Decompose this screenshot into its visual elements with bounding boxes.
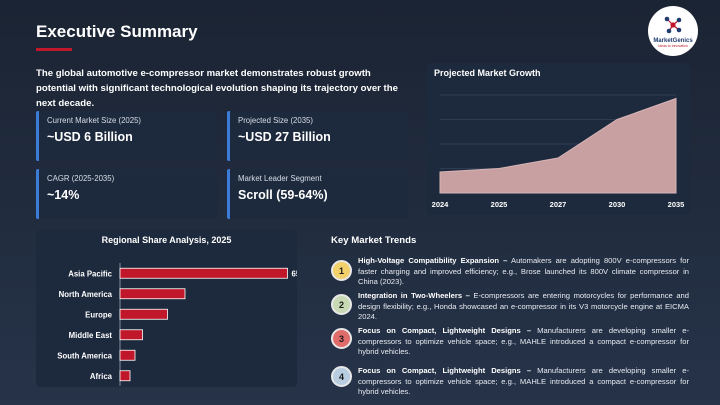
- region-bar: [119, 329, 143, 341]
- category-label: Africa: [90, 372, 113, 381]
- growth-area-series: [439, 97, 677, 194]
- metric-value: ~USD 6 Billion: [47, 130, 133, 144]
- x-tick-label: 2024: [432, 200, 450, 209]
- trend-text: Focus on Compact, Lightweight Designs – …: [358, 366, 689, 398]
- metric-value: Scroll (59-64%): [238, 188, 328, 202]
- trend-body: Manufacturers are developing smaller e-c…: [358, 326, 689, 357]
- trend-heading: Focus on Compact, Lightweight Designs –: [358, 326, 532, 335]
- metric-card-projected-size: Projected Size (2035) ~USD 27 Billion: [227, 111, 408, 161]
- region-bar: [119, 308, 168, 320]
- trend-text: Focus on Compact, Lightweight Designs – …: [358, 326, 689, 358]
- trend-number-badge: 1: [331, 260, 352, 281]
- x-tick-label: 2025: [491, 200, 508, 209]
- trend-text: High-Voltage Compatibility Expansion – A…: [358, 256, 689, 288]
- metric-label: Projected Size (2035): [238, 116, 313, 125]
- x-tick-label: 2030: [609, 200, 626, 209]
- metric-card-cagr: CAGR (2025-2035) ~14%: [36, 169, 217, 219]
- trend-item-3: 3 Focus on Compact, Lightweight Designs …: [331, 326, 689, 360]
- data-label: 65-70%: [292, 269, 298, 278]
- x-tick-label: 2027: [550, 200, 567, 209]
- category-label: Europe: [85, 310, 113, 319]
- category-label: South America: [57, 351, 112, 360]
- region-bar: [119, 349, 136, 361]
- growth-chart: 2024 2025 2027 2030 2035: [432, 94, 685, 209]
- region-chart-title: Regional Share Analysis, 2025: [101, 235, 232, 245]
- region-chart-panel: Regional Share Analysis, 2025 Asia Pacif…: [36, 230, 297, 387]
- network-icon: [664, 16, 682, 34]
- growth-chart-panel: Projected Market Growth 2024 2025 2027 2030…: [426, 63, 690, 215]
- trend-item-4: 4 Focus on Compact, Lightweight Designs …: [331, 366, 689, 400]
- trend-body: Automakers are adopting 800V e-compresso…: [358, 256, 689, 287]
- trend-heading: High-Voltage Compatibility Expansion –: [358, 256, 508, 265]
- region-bar: [119, 267, 288, 279]
- metric-card-leader-segment: Market Leader Segment Scroll (59-64%): [227, 169, 408, 219]
- logo-tagline: Ideas to Innovation: [658, 44, 688, 48]
- trend-heading: Focus on Compact, Lightweight Designs –: [358, 366, 532, 375]
- trend-item-1: 1 High-Voltage Compatibility Expansion –…: [331, 256, 689, 290]
- category-label: Middle East: [69, 331, 113, 340]
- category-label: Asia Pacific: [68, 269, 112, 278]
- trend-item-2: 2 Integration in Two-Wheelers – E-compre…: [331, 291, 689, 325]
- trend-number-badge: 2: [331, 294, 352, 315]
- metric-value: ~USD 27 Billion: [238, 130, 331, 144]
- metric-card-current-size: Current Market Size (2025) ~USD 6 Billio…: [36, 111, 217, 161]
- company-logo: MarketGenics Ideas to Innovation: [648, 6, 698, 56]
- metric-label: CAGR (2025-2035): [47, 174, 115, 183]
- trends-title: Key Market Trends: [331, 235, 417, 246]
- metric-label: Market Leader Segment: [238, 174, 322, 183]
- trend-body: E-compressors are entering motorcycles f…: [358, 291, 689, 322]
- trend-text: Integration in Two-Wheelers – E-compress…: [358, 291, 689, 323]
- logo-name: MarketGenics: [653, 38, 693, 44]
- region-bar: [119, 370, 131, 382]
- metric-value: ~14%: [47, 188, 80, 202]
- region-chart: Asia Pacific 65-70% North America Europe Mid…: [57, 263, 298, 386]
- x-tick-label: 2035: [668, 200, 685, 209]
- trend-number-badge: 4: [331, 366, 352, 387]
- title-underline: [36, 48, 72, 51]
- growth-chart-title: Projected Market Growth: [434, 68, 541, 78]
- intro-text: The global automotive e-compressor marke…: [36, 68, 398, 109]
- metric-label: Current Market Size (2025): [47, 116, 142, 125]
- trend-heading: Integration in Two-Wheelers –: [358, 291, 470, 300]
- region-bar: [119, 288, 186, 300]
- category-label: North America: [59, 290, 113, 299]
- page-title: Executive Summary: [36, 22, 198, 41]
- trend-number-badge: 3: [331, 328, 352, 349]
- trend-body: Manufacturers are developing smaller e-c…: [358, 366, 689, 397]
